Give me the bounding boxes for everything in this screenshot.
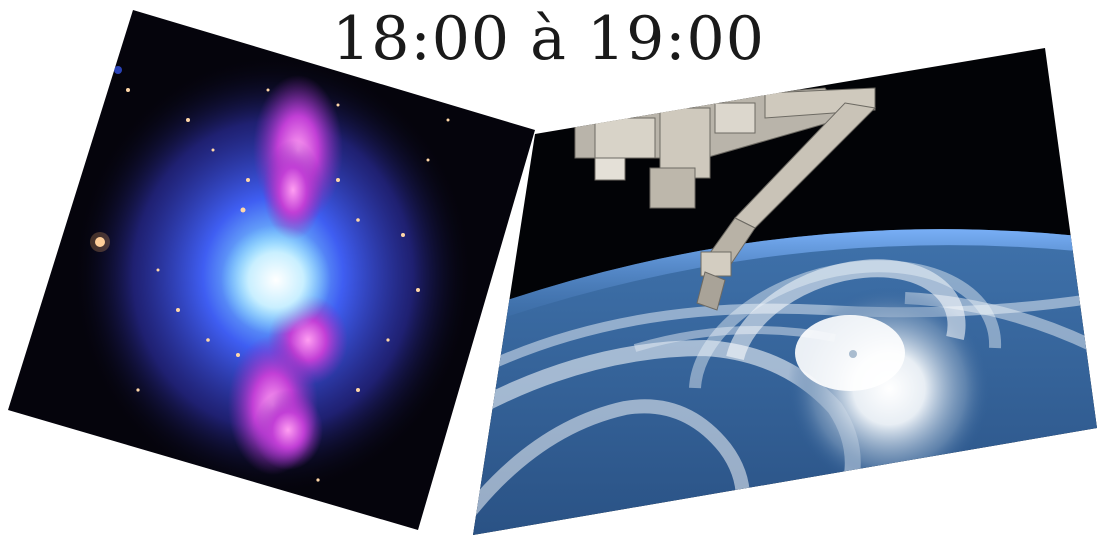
galaxy-cluster-image [8, 10, 535, 530]
galaxy-cluster-photo [8, 10, 538, 530]
earth-orbit-image [473, 48, 1097, 535]
time-range-title: 18:00 à 19:00 [332, 4, 765, 74]
earth-orbit-photo [405, 48, 1097, 535]
